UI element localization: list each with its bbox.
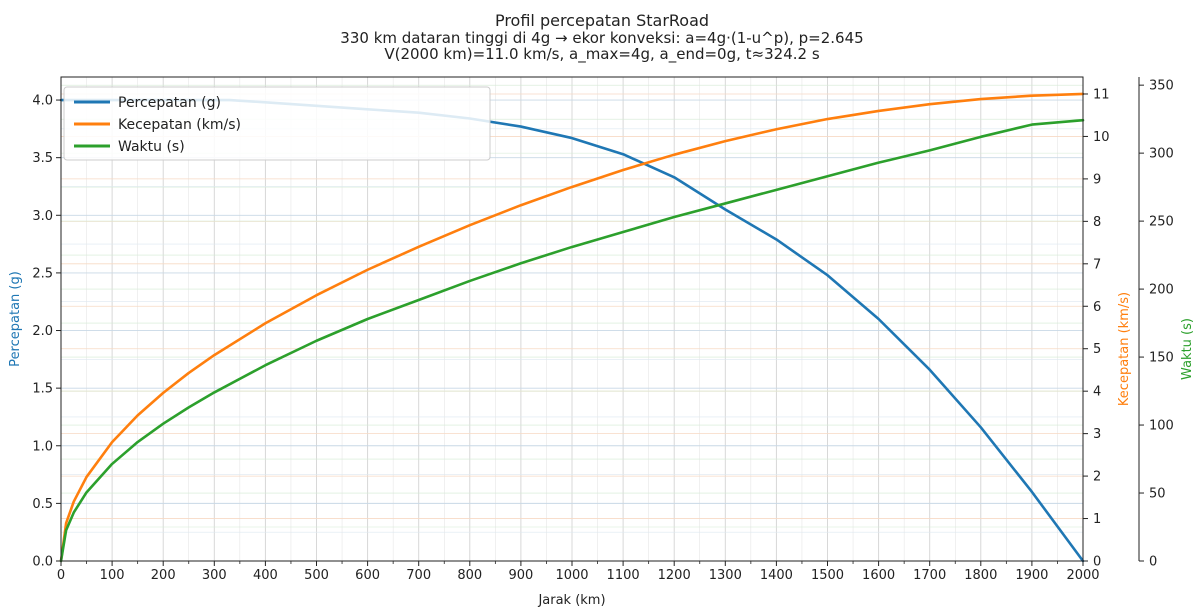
y-axis-right-time-label: Waktu (s)	[1180, 318, 1195, 380]
y-left-tick-label: 0.5	[32, 497, 53, 512]
y-axis-right-velocity-label: Kecepatan (km/s)	[1117, 292, 1132, 406]
x-tick-label: 1500	[811, 568, 844, 583]
x-axis-label: Jarak (km)	[537, 593, 605, 608]
legend-label-waktu: Waktu (s)	[118, 139, 185, 155]
x-tick-label: 1200	[658, 568, 691, 583]
y-right-time-tick-label: 100	[1149, 419, 1174, 434]
x-tick-label: 700	[406, 568, 431, 583]
legend-label-kecepatan: Kecepatan (km/s)	[118, 117, 241, 133]
x-tick-label: 0	[57, 568, 65, 583]
x-tick-label: 500	[304, 568, 329, 583]
y-left-tick-label: 1.0	[32, 439, 53, 454]
y-right-velocity-tick-label: 0	[1093, 555, 1101, 570]
x-tick-label: 1300	[709, 568, 742, 583]
x-tick-label: 1100	[607, 568, 640, 583]
x-tick-label: 100	[100, 568, 125, 583]
chart-subtitle-line-1: 330 km dataran tinggi di 4g → ekor konve…	[340, 29, 863, 47]
y-right-velocity-tick-label: 4	[1093, 385, 1101, 400]
y-right-velocity-tick-label: 3	[1093, 427, 1101, 442]
title-block: Profil percepatan StarRoad 330 km datara…	[340, 11, 863, 64]
x-tick-label: 1900	[1015, 568, 1048, 583]
x-tick-label: 1700	[913, 568, 946, 583]
x-tick-label: 600	[355, 568, 380, 583]
x-tick-label: 900	[508, 568, 533, 583]
y-right-velocity-tick-label: 9	[1093, 172, 1101, 187]
y-right-time-tick-label: 250	[1149, 215, 1174, 230]
x-tick-label: 1600	[862, 568, 895, 583]
series-line-kecepatan	[59, 92, 1085, 563]
y-left-tick-label: 4.0	[32, 94, 53, 109]
y-left-tick-label: 3.0	[32, 209, 53, 224]
y-right-velocity-tick-label: 1	[1093, 512, 1101, 527]
y-right-time-tick-label: 200	[1149, 283, 1174, 298]
chart-title: Profil percepatan StarRoad	[495, 11, 709, 30]
x-tick-label: 400	[253, 568, 278, 583]
y-axis-left-label: Percepatan (g)	[8, 271, 23, 367]
legend-label-percepatan: Percepatan (g)	[118, 95, 221, 111]
x-tick-label: 1000	[555, 568, 588, 583]
x-axis: 0 100 200 300 400 500 600 700 800 900 1000 1100 1200…	[57, 561, 1100, 583]
y-right-velocity-tick-label: 11	[1093, 87, 1110, 102]
x-tick-label: 1800	[964, 568, 997, 583]
x-tick-label: 800	[457, 568, 482, 583]
y-right-velocity-tick-label: 7	[1093, 257, 1101, 272]
legend: Percepatan (g) Kecepatan (km/s) Waktu (s)	[63, 86, 491, 161]
y-right-time-tick-label: 50	[1149, 487, 1166, 502]
x-tick-label: 200	[151, 568, 176, 583]
x-tick-label: 2000	[1066, 568, 1099, 583]
y-right-velocity-tick-label: 10	[1093, 130, 1110, 145]
y-right-velocity-tick-label: 2	[1093, 470, 1101, 485]
y-axis-right-time: 0 50 100 150 200 250 300 350	[1138, 77, 1174, 570]
legend-box	[63, 86, 491, 161]
x-tick-label: 300	[202, 568, 227, 583]
y-axis-right-velocity: 0 1 2 3 4 5 6 7 8 9 10 11	[1083, 87, 1110, 570]
y-left-tick-label: 3.5	[32, 151, 53, 166]
y-left-tick-label: 2.5	[32, 266, 53, 281]
y-right-time-tick-label: 350	[1149, 79, 1174, 94]
y-right-time-tick-label: 300	[1149, 147, 1174, 162]
y-left-tick-label: 2.0	[32, 324, 53, 339]
y-right-velocity-tick-label: 6	[1093, 300, 1101, 315]
y-left-tick-label: 1.5	[32, 382, 53, 397]
y-right-velocity-tick-label: 8	[1093, 215, 1101, 230]
y-right-velocity-tick-label: 5	[1093, 342, 1101, 357]
y-right-time-tick-label: 150	[1149, 351, 1174, 366]
y-axis-left: 0.0 0.5 1.0 1.5 2.0 2.5 3.0 3.5 4.0	[32, 94, 61, 570]
x-tick-label: 1400	[760, 568, 793, 583]
y-left-tick-label: 0.0	[32, 555, 53, 570]
y-right-time-tick-label: 0	[1149, 555, 1157, 570]
chart-subtitle-line-2: V(2000 km)=11.0 km/s, a_max=4g, a_end=0g…	[384, 45, 819, 64]
series-line-waktu	[59, 118, 1085, 563]
